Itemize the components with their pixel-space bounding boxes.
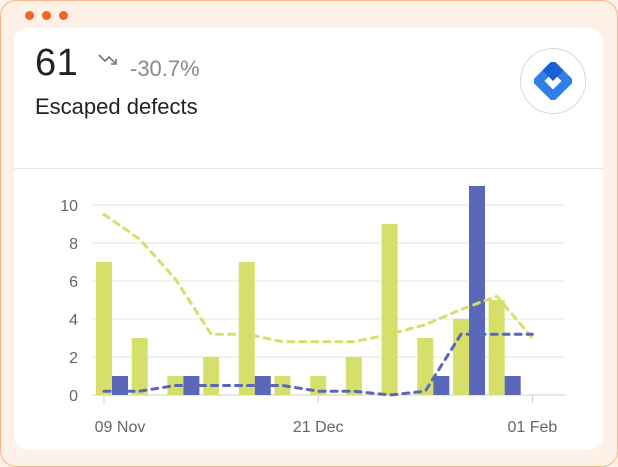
bar-series0-9 [417, 338, 434, 395]
chart-bars [96, 186, 521, 395]
bar-series0-11 [488, 300, 505, 395]
y-tick-label: 2 [69, 350, 78, 367]
bar-series1-11 [504, 376, 521, 395]
metric-value: 61 [35, 42, 79, 84]
trend-line-0 [102, 213, 534, 344]
metric-change: -30.7% [130, 56, 200, 81]
bar-series0-3 [203, 357, 220, 395]
trend-down-icon [98, 54, 117, 65]
window-dot-3[interactable] [59, 11, 68, 20]
y-tick-label: 10 [60, 198, 78, 215]
metric-label: Escaped defects [35, 94, 198, 119]
trend-line-1 [102, 332, 534, 397]
x-tick-label: 09 Nov [95, 419, 146, 436]
y-axis-labels: 0 2 4 6 8 10 [60, 198, 78, 405]
bar-series0-10 [453, 319, 469, 395]
y-tick-label: 4 [69, 312, 78, 329]
y-tick-label: 6 [69, 274, 78, 291]
chart-trend-lines [102, 213, 534, 397]
bar-series0-7 [345, 357, 362, 395]
bar-series0-8 [381, 224, 398, 395]
jira-logo-icon[interactable] [520, 48, 586, 114]
bar-series1-10 [469, 186, 485, 395]
window-dot-2[interactable] [42, 11, 51, 20]
y-tick-label: 0 [69, 388, 78, 405]
x-tick-label: 01 Feb [507, 419, 557, 436]
bar-series1-9 [433, 376, 450, 395]
y-tick-label: 8 [69, 236, 78, 253]
bar-series0-4 [238, 262, 255, 395]
x-tick-label: 21 Dec [293, 419, 344, 436]
bar-series0-0 [96, 262, 112, 395]
window-controls [25, 11, 68, 20]
card-divider [14, 168, 603, 169]
x-axis-labels: 09 Nov 21 Dec 01 Feb [95, 419, 558, 436]
window-dot-1[interactable] [25, 11, 34, 20]
bar-series0-1 [131, 338, 148, 395]
jira-logo-glyph [534, 62, 572, 100]
